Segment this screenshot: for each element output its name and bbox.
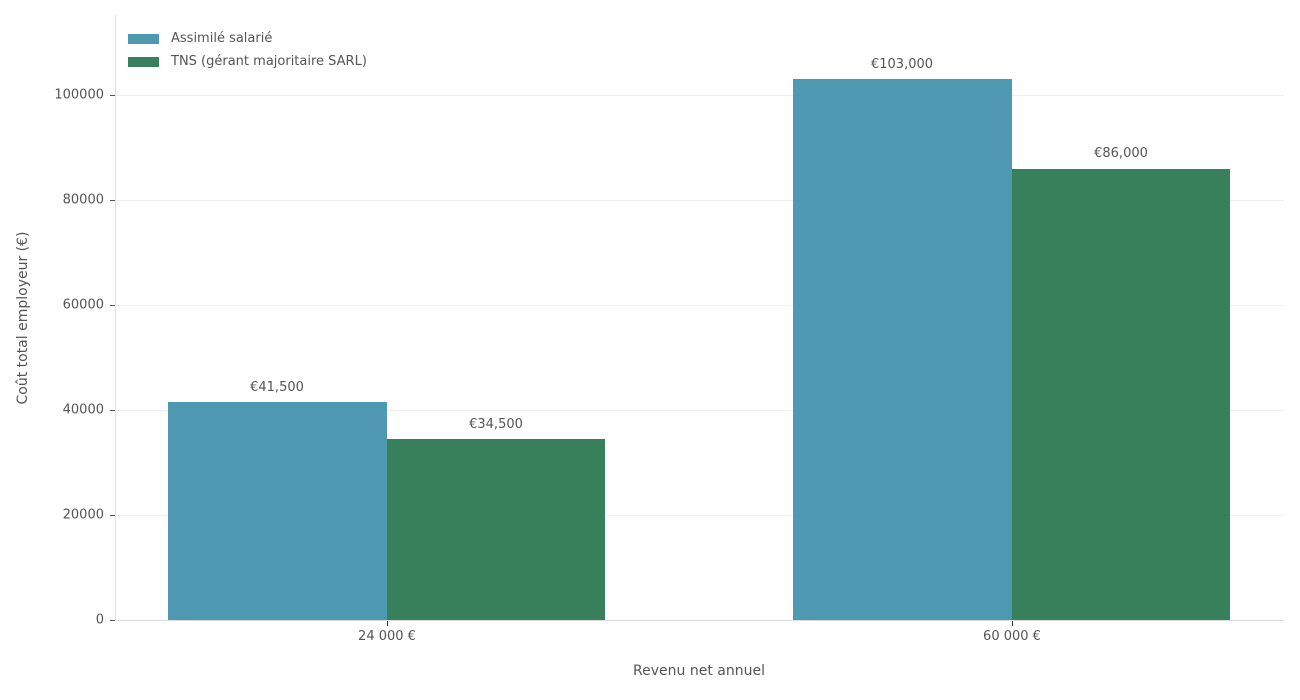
x-tick-label: 24 000 € <box>358 629 416 644</box>
x-axis-title: Revenu net annuel <box>633 663 765 679</box>
y-axis-title: Coût total employeur (€) <box>15 231 31 405</box>
bar-value-label: €41,500 <box>250 380 304 395</box>
gridline <box>115 410 1284 411</box>
gridline <box>115 95 1284 96</box>
x-tick-mark <box>1012 621 1013 626</box>
bar-tns-24000 <box>387 439 605 620</box>
y-axis-line <box>115 15 116 621</box>
x-tick-mark <box>387 621 388 626</box>
y-tick-label: 80000 <box>62 192 104 208</box>
bar-value-label: €86,000 <box>1094 146 1148 161</box>
bar-tns-60000 <box>1012 169 1230 620</box>
legend-swatch <box>128 33 159 44</box>
y-tick-label: 0 <box>95 612 104 628</box>
bar-value-label: €103,000 <box>870 57 934 72</box>
gridline <box>115 305 1284 306</box>
y-tick-label: 100000 <box>54 87 104 103</box>
legend-swatch <box>128 56 159 67</box>
x-axis-line <box>115 620 1284 621</box>
bar-assimile-salarie-60000 <box>793 79 1012 620</box>
y-tick-mark <box>110 305 115 306</box>
y-tick-label: 60000 <box>62 297 104 313</box>
gridline <box>115 200 1284 201</box>
y-tick-label: 20000 <box>62 507 104 523</box>
y-tick-mark <box>110 410 115 411</box>
y-tick-mark <box>110 515 115 516</box>
bar-assimile-salarie-24000 <box>168 402 387 620</box>
legend-item-assimile-salarie[interactable]: Assimilé salarié <box>128 27 367 50</box>
legend-label: TNS (gérant majoritaire SARL) <box>171 54 367 69</box>
y-tick-mark <box>110 95 115 96</box>
y-tick-label: 40000 <box>62 402 104 418</box>
gridline <box>115 515 1284 516</box>
legend-label: Assimilé salarié <box>171 31 273 46</box>
y-tick-mark <box>110 620 115 621</box>
bar-value-label: €34,500 <box>469 417 523 432</box>
x-tick-label: 60 000 € <box>983 629 1041 644</box>
y-tick-mark <box>110 200 115 201</box>
legend-item-tns[interactable]: TNS (gérant majoritaire SARL) <box>128 50 367 73</box>
legend: Assimilé salarié TNS (gérant majoritaire… <box>128 27 367 73</box>
